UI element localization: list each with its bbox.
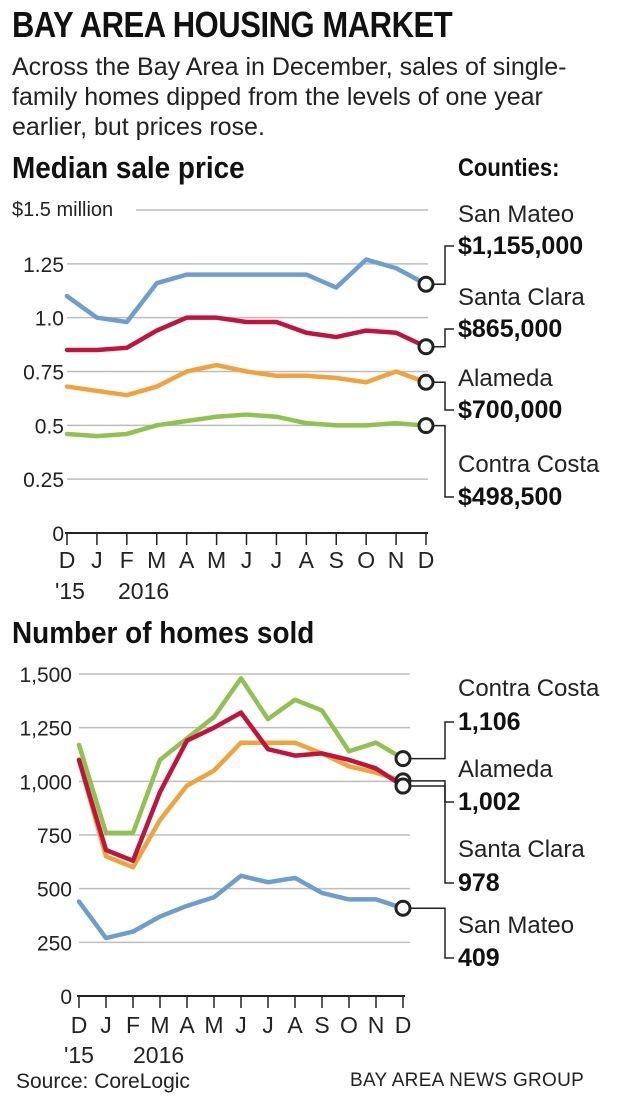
price-x-tick-label: M	[147, 547, 166, 573]
sales-series-name-santa-clara: Santa Clara	[458, 836, 585, 863]
price-series-name-contra-costa: Contra Costa	[458, 451, 600, 478]
sales-series-line-san-mateo	[76, 873, 406, 941]
price-end-value-contra-costa: $498,500	[458, 483, 562, 511]
sales-leader-contra-costa	[410, 721, 454, 760]
price-y-tick-label: 0.75	[23, 362, 64, 385]
sales-x-tick-label: N	[368, 1012, 385, 1038]
price-leader-alameda	[433, 381, 454, 411]
sales-y-tick-label: 0	[60, 986, 72, 1009]
price-series-line-alameda	[64, 362, 429, 398]
sales-series-line-alameda	[76, 740, 406, 870]
price-end-value-san-mateo: $1,155,000	[458, 232, 583, 260]
price-end-marker-contra-costa	[417, 417, 435, 435]
price-year-label: '15	[55, 578, 85, 604]
intro-text: Across the Bay Area in December, sales o…	[12, 53, 567, 141]
sales-y-tick-label: 750	[37, 825, 72, 848]
legend-heading: Counties:	[458, 154, 560, 182]
sales-x-tick-label: J	[235, 1012, 247, 1038]
price-x-tick-label: F	[120, 547, 134, 573]
price-series-name-santa-clara: Santa Clara	[458, 284, 585, 311]
price-x-tick-label: J	[91, 547, 103, 573]
price-y-tick-label: 0.25	[23, 469, 64, 492]
sales-y-tick-label: 500	[37, 879, 72, 902]
price-series-line-san-mateo	[64, 257, 429, 325]
sales-x-tick-label: D	[71, 1012, 88, 1038]
sales-end-marker-contra-costa	[394, 750, 412, 768]
sales-y-tick-label: 1,000	[19, 771, 72, 794]
sales-leader-alameda	[410, 780, 454, 803]
price-y-tick-label: 0	[52, 523, 64, 546]
headline: BAY AREA HOUSING MARKET	[12, 4, 453, 45]
sales-leader-san-mateo	[410, 907, 454, 959]
price-series-line-santa-clara	[64, 315, 429, 353]
sales-x-tick-label: A	[179, 1012, 195, 1038]
price-y-axis-label: $1.5 million	[12, 199, 113, 221]
source-note: Source: CoreLogic	[16, 1070, 190, 1093]
sales-year-label: '15	[64, 1042, 94, 1068]
price-end-marker-alameda	[417, 373, 435, 391]
sales-chart-title: Number of homes sold	[12, 615, 315, 650]
sales-series-name-contra-costa: Contra Costa	[458, 675, 600, 702]
sales-end-value-san-mateo: 409	[458, 944, 500, 972]
price-x-tick-label: N	[388, 547, 405, 573]
price-end-value-alameda: $700,000	[458, 396, 562, 424]
price-x-tick-label: D	[418, 547, 435, 573]
sales-x-tick-label: O	[340, 1012, 358, 1038]
price-x-tick-label: M	[207, 547, 226, 573]
price-series-name-san-mateo: San Mateo	[458, 201, 574, 228]
sales-y-tick-label: 250	[37, 932, 72, 955]
credit-line: BAY AREA NEWS GROUP	[350, 1070, 585, 1091]
price-chart-title: Median sale price	[12, 150, 245, 185]
price-y-tick-label: 1.25	[23, 254, 64, 277]
price-x-tick-label: J	[271, 547, 283, 573]
sales-end-marker-santa-clara	[394, 777, 412, 795]
sales-series-name-san-mateo: San Mateo	[458, 912, 574, 939]
price-end-marker-san-mateo	[417, 275, 435, 293]
sales-x-tick-label: J	[100, 1012, 112, 1038]
price-x-tick-label: A	[299, 547, 315, 573]
price-end-value-santa-clara: $865,000	[458, 315, 562, 343]
price-leader-contra-costa	[433, 424, 454, 498]
sales-year-label: 2016	[133, 1042, 184, 1068]
price-series-line-contra-costa	[64, 412, 429, 439]
price-x-tick-label: S	[329, 547, 344, 573]
sales-end-value-alameda: 1,002	[458, 788, 521, 816]
price-series-name-alameda: Alameda	[458, 365, 553, 392]
price-y-tick-label: 0.5	[35, 415, 64, 438]
price-y-tick-label: 1.0	[35, 308, 64, 331]
price-x-tick-label: J	[241, 547, 253, 573]
sales-x-tick-label: S	[314, 1012, 329, 1038]
sales-x-tick-label: A	[287, 1012, 303, 1038]
sales-x-tick-label: M	[204, 1012, 223, 1038]
price-leader-san-mateo	[433, 245, 454, 286]
price-leader-santa-clara	[433, 328, 454, 348]
sales-y-tick-label: 1,500	[19, 664, 72, 687]
sales-y-tick-label: 1,250	[19, 718, 72, 741]
price-x-tick-label: A	[179, 547, 195, 573]
price-year-label: 2016	[118, 578, 169, 604]
sales-series-line-contra-costa	[76, 676, 406, 836]
sales-leader-santa-clara	[410, 785, 454, 884]
sales-end-marker-san-mateo	[394, 899, 412, 917]
price-end-marker-santa-clara	[417, 338, 435, 356]
price-x-tick-label: O	[357, 547, 375, 573]
sales-x-tick-label: D	[395, 1012, 412, 1038]
sales-end-value-contra-costa: 1,106	[458, 708, 521, 736]
sales-series-name-alameda: Alameda	[458, 756, 553, 783]
sales-series-line-santa-clara	[76, 710, 406, 864]
price-x-tick-label: D	[59, 547, 76, 573]
sales-x-tick-label: J	[262, 1012, 274, 1038]
sales-end-value-santa-clara: 978	[458, 869, 500, 897]
sales-x-tick-label: F	[126, 1012, 140, 1038]
sales-x-tick-label: M	[150, 1012, 169, 1038]
